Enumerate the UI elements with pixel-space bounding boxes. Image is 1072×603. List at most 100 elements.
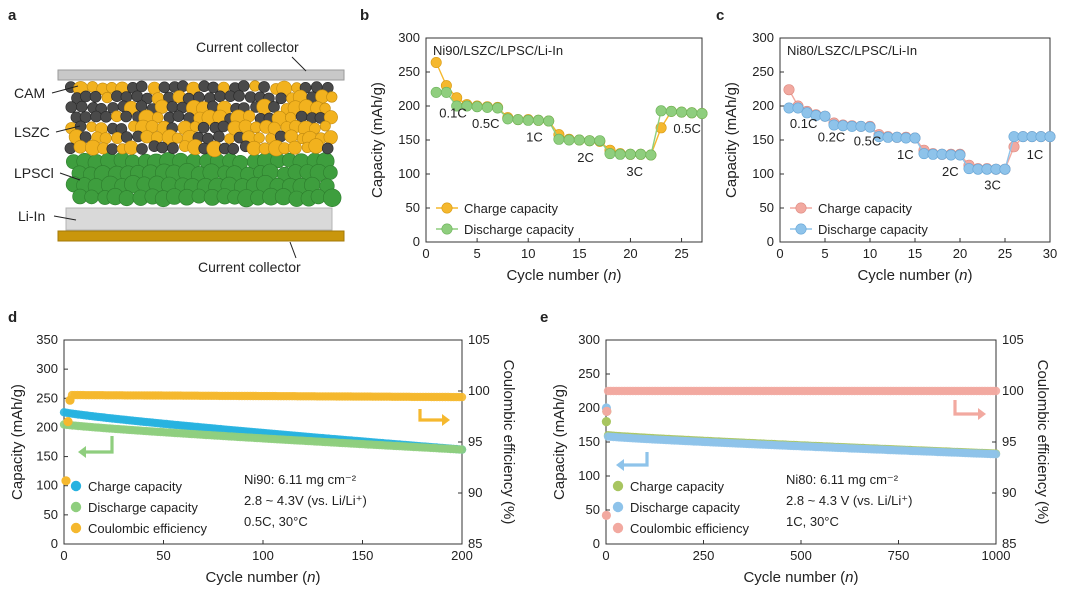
- y2-axis-title: Coulombic efficiency (%): [500, 360, 517, 525]
- data-point: [430, 56, 442, 68]
- legend-label: Charge capacity: [630, 479, 724, 494]
- data-point: [563, 134, 575, 146]
- y-tick-label: 200: [752, 98, 774, 113]
- data-point: [645, 149, 657, 161]
- lszc-particle: [319, 120, 331, 132]
- condition-note: 0.5C, 30°C: [244, 514, 308, 529]
- condition-note: 1C, 30°C: [786, 514, 839, 529]
- x-tick-label: 50: [156, 548, 170, 563]
- x-tick-label: 20: [953, 246, 967, 261]
- series-1-point: [457, 445, 467, 454]
- leader-lpscl: [59, 172, 81, 181]
- lszc-particle: [152, 111, 164, 124]
- x-tick-label: 150: [352, 548, 374, 563]
- lszc-particle: [99, 132, 112, 145]
- y-tick-label: 0: [413, 234, 420, 249]
- series-0-initial-point: [601, 417, 612, 427]
- y-tick-label: 0: [767, 234, 774, 249]
- data-point: [655, 105, 667, 117]
- rate-label: 0.1C: [439, 106, 466, 121]
- cam-particle: [79, 131, 92, 143]
- y-axis-title: Capacity (mAh/g): [723, 82, 740, 198]
- y-axis-title: Capacity (mAh/g): [369, 82, 386, 198]
- y-tick-label: 200: [578, 400, 600, 415]
- x-tick-label: 10: [521, 246, 535, 261]
- legend-swatch-marker: [441, 223, 453, 235]
- label-li-in: Li-In: [18, 208, 45, 224]
- cam-particle: [120, 110, 132, 123]
- y2-tick-label: 95: [1002, 434, 1016, 449]
- label-lszc: LSZC: [14, 124, 50, 140]
- y2-tick-label: 105: [1002, 332, 1024, 347]
- rate-label: 3C: [626, 164, 643, 179]
- legend-label: Discharge capacity: [818, 222, 928, 237]
- data-point: [430, 86, 442, 98]
- data-point: [792, 102, 804, 114]
- y-tick-label: 50: [760, 200, 774, 215]
- y-tick-label: 100: [578, 468, 600, 483]
- cam-particle: [167, 142, 179, 154]
- x-tick-label: 15: [572, 246, 586, 261]
- legend-swatch-marker: [612, 522, 624, 534]
- cam-particle: [237, 80, 250, 92]
- panel-letter-a: a: [8, 7, 17, 24]
- top-current-collector: [57, 69, 345, 81]
- x-tick-label: 0: [60, 548, 67, 563]
- leader-lszc: [55, 125, 81, 133]
- cell-annotation: Ni90/LSZC/LPSC/Li-In: [433, 43, 563, 58]
- cam-particle: [135, 80, 148, 93]
- data-point: [655, 122, 667, 134]
- arrow-to-left-axis: [622, 452, 649, 467]
- data-point: [492, 102, 504, 114]
- series-2-point: [991, 386, 1001, 396]
- x-tick-label: 0: [602, 548, 609, 563]
- data-point: [635, 148, 647, 160]
- lszc-particle: [326, 91, 338, 103]
- y2-tick-label: 100: [1002, 383, 1024, 398]
- legend-swatch-marker: [441, 202, 453, 214]
- x-tick-label: 25: [674, 246, 688, 261]
- rate-label: 1C: [1027, 147, 1044, 162]
- li-in-layer: [65, 207, 333, 231]
- data-point: [1044, 131, 1056, 143]
- x-tick-label: 1000: [982, 548, 1011, 563]
- rate-label: 3C: [984, 178, 1001, 193]
- y-tick-label: 150: [398, 132, 420, 147]
- y-tick-label: 200: [398, 98, 420, 113]
- data-point: [543, 115, 555, 127]
- data-point: [614, 148, 626, 160]
- rate-label: 1C: [897, 147, 914, 162]
- y-tick-label: 150: [752, 132, 774, 147]
- panel-letter-c: c: [716, 7, 724, 24]
- x-tick-label: 0: [776, 246, 783, 261]
- leader-top-collector: [291, 56, 307, 72]
- label-bottom-collector: Current collector: [198, 259, 301, 275]
- data-point: [819, 110, 831, 122]
- lszc-particle: [287, 140, 302, 155]
- y-tick-label: 200: [36, 419, 58, 434]
- y-tick-label: 0: [51, 536, 58, 551]
- cam-particle: [100, 111, 112, 123]
- data-point: [604, 148, 616, 160]
- x-tick-label: 750: [888, 548, 910, 563]
- cam-particle: [321, 142, 334, 155]
- cam-particle: [227, 143, 240, 155]
- leader-bottom-collector: [289, 241, 297, 259]
- y2-tick-label: 85: [468, 536, 482, 551]
- data-point: [665, 105, 677, 117]
- y-tick-label: 50: [586, 502, 600, 517]
- arrow-to-right-axis-head: [442, 414, 450, 426]
- data-point: [864, 121, 876, 133]
- y-tick-label: 0: [593, 536, 600, 551]
- cam-particle: [65, 101, 78, 113]
- condition-note: 2.8 ~ 4.3 V (vs. Li/Li⁺): [786, 493, 912, 508]
- lpscl-particle: [118, 190, 135, 207]
- y-tick-label: 100: [36, 478, 58, 493]
- arrow-to-left-axis-head: [616, 459, 624, 471]
- condition-note: Ni80: 6.11 mg cm⁻²: [786, 472, 899, 487]
- data-point: [909, 132, 921, 144]
- x-axis-title: Cycle number (n): [857, 267, 972, 284]
- y2-tick-label: 100: [468, 383, 490, 398]
- x-tick-label: 20: [623, 246, 637, 261]
- lszc-particle: [224, 133, 235, 144]
